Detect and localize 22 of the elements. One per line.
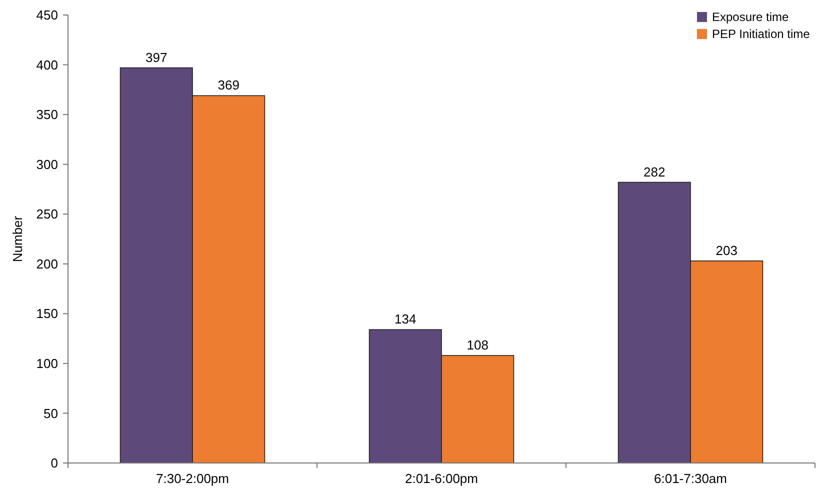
y-tick-label: 250 — [36, 206, 58, 222]
x-tick-label: 7:30-2:00pm — [156, 471, 229, 486]
y-tick-label: 350 — [36, 107, 58, 122]
y-tick-label: 400 — [36, 57, 58, 72]
y-tick-label: 50 — [44, 406, 58, 421]
data-label: 134 — [394, 312, 416, 327]
legend-label: PEP Initiation time — [712, 27, 810, 42]
y-tick-label: 200 — [36, 256, 58, 272]
y-tick-label: 0 — [50, 456, 58, 471]
legend-label: Exposure time — [712, 10, 790, 24]
data-label: 282 — [644, 164, 666, 180]
y-axis-title: Number — [10, 215, 25, 262]
data-label: 108 — [466, 337, 488, 352]
data-label: 203 — [716, 242, 738, 258]
y-tick-label: 100 — [36, 356, 58, 371]
y-tick-label: 150 — [36, 306, 58, 322]
x-tick-label: 2:01-6:00pm — [405, 471, 478, 486]
x-tick-label: 6:01-7:30am — [654, 471, 727, 486]
data-label: 369 — [218, 78, 240, 93]
y-tick-label: 450 — [36, 8, 58, 23]
y-tick-label: 300 — [36, 156, 58, 172]
data-label: 397 — [146, 50, 168, 65]
